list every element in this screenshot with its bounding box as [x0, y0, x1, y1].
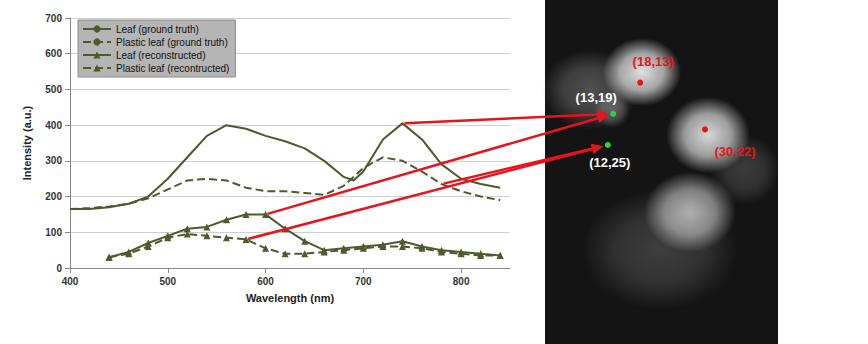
svg-text:Leaf (ground truth): Leaf (ground truth)	[116, 24, 199, 35]
svg-text:200: 200	[45, 191, 62, 202]
svg-text:Leaf (reconstructed): Leaf (reconstructed)	[116, 50, 206, 61]
svg-text:0: 0	[56, 263, 62, 274]
svg-text:(18,13): (18,13)	[633, 54, 674, 69]
svg-text:(13,19): (13,19)	[576, 90, 617, 105]
svg-text:700: 700	[355, 276, 372, 287]
svg-text:400: 400	[45, 120, 62, 131]
svg-text:(12,25): (12,25)	[589, 155, 630, 170]
svg-text:600: 600	[45, 48, 62, 59]
svg-text:500: 500	[159, 276, 176, 287]
svg-text:400: 400	[62, 276, 79, 287]
svg-text:800: 800	[453, 276, 470, 287]
svg-text:Wavelength (nm): Wavelength (nm)	[246, 292, 335, 304]
svg-text:(30,22): (30,22)	[714, 144, 755, 159]
svg-text:500: 500	[45, 84, 62, 95]
svg-text:Plastic leaf (recontructed): Plastic leaf (recontructed)	[116, 63, 229, 74]
svg-text:100: 100	[45, 227, 62, 238]
svg-text:Intensity (a.u.): Intensity (a.u.)	[21, 105, 33, 180]
svg-text:700: 700	[45, 13, 62, 24]
svg-text:300: 300	[45, 155, 62, 166]
svg-text:600: 600	[257, 276, 274, 287]
svg-text:Plastic leaf (ground truth): Plastic leaf (ground truth)	[116, 37, 228, 48]
